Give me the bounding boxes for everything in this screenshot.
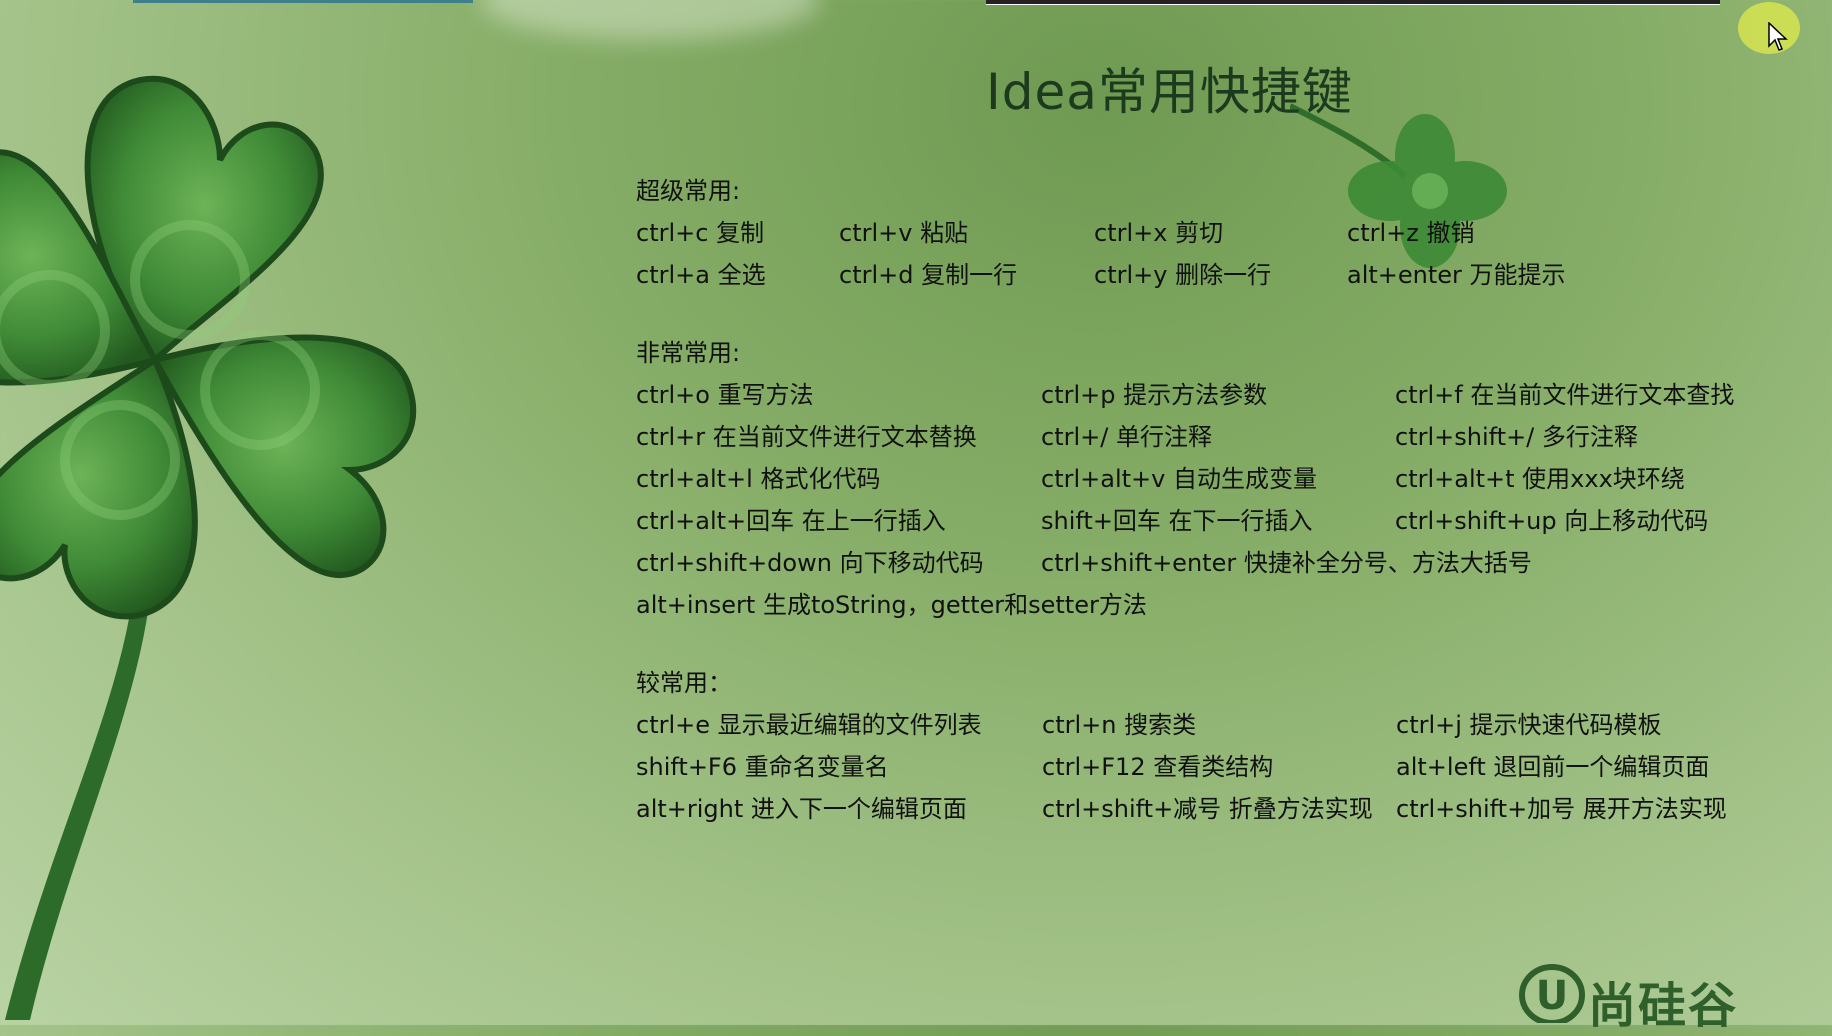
shortcut-item: ctrl+alt+l 格式化代码	[636, 465, 881, 493]
shortcut-item: ctrl+o 重写方法	[636, 381, 814, 409]
shortcut-item: alt+insert 生成toString，getter和setter方法	[636, 591, 1147, 619]
shortcut-item: ctrl+e 显示最近编辑的文件列表	[636, 711, 982, 739]
section-heading-very: 非常常用:	[636, 339, 741, 367]
shortcut-item: ctrl+/ 单行注释	[1041, 423, 1212, 451]
shortcut-item: alt+right 进入下一个编辑页面	[636, 795, 967, 823]
shortcut-item: ctrl+shift+/ 多行注释	[1395, 423, 1638, 451]
shortcut-item: alt+enter 万能提示	[1347, 261, 1566, 289]
shortcut-item: ctrl+c 复制	[636, 219, 765, 247]
small-clover-icon	[1290, 103, 1507, 268]
mouse-pointer-icon	[1768, 22, 1788, 51]
shortcut-item: ctrl+y 删除一行	[1094, 261, 1272, 289]
logo-mark-icon: U	[1519, 964, 1585, 1023]
page-title: Idea常用快捷键	[986, 63, 1353, 121]
shortcut-item: shift+回车 在下一行插入	[1041, 507, 1313, 535]
shortcut-item: ctrl+a 全选	[636, 261, 766, 289]
shortcut-item: ctrl+j 提示快速代码模板	[1396, 711, 1662, 739]
shortcut-item: ctrl+r 在当前文件进行文本替换	[636, 423, 977, 451]
section-heading-super: 超级常用:	[636, 177, 741, 205]
shortcut-item: ctrl+alt+回车 在上一行插入	[636, 507, 946, 535]
shortcut-item: ctrl+v 粘贴	[839, 219, 969, 247]
top-bar-left	[133, 0, 473, 3]
shortcut-item: ctrl+shift+enter 快捷补全分号、方法大括号	[1041, 549, 1532, 577]
shortcut-item: ctrl+alt+t 使用xxx块环绕	[1395, 465, 1685, 493]
logo-mark-letter: U	[1536, 973, 1568, 1019]
shortcut-item: ctrl+x 剪切	[1094, 219, 1224, 247]
clover-illustration-icon	[0, 75, 417, 1020]
logo-text: 尚硅谷	[1588, 978, 1739, 1034]
shortcut-item: shift+F6 重命名变量名	[636, 753, 889, 781]
section-heading-common: 较常用：	[636, 669, 732, 697]
shortcut-item: ctrl+z 撤销	[1347, 219, 1475, 247]
shortcut-item: ctrl+alt+v 自动生成变量	[1041, 465, 1317, 493]
shortcut-item: ctrl+shift+down 向下移动代码	[636, 549, 984, 577]
shortcut-item: alt+left 退回前一个编辑页面	[1396, 753, 1710, 781]
shortcut-item: ctrl+shift+减号 折叠方法实现	[1042, 795, 1373, 823]
top-bar-right	[986, 0, 1720, 5]
shortcut-item: ctrl+n 搜索类	[1042, 711, 1197, 739]
shortcut-item: ctrl+f 在当前文件进行文本查找	[1395, 381, 1735, 409]
shortcut-item: ctrl+d 复制一行	[839, 261, 1018, 289]
shortcut-item: ctrl+shift+up 向上移动代码	[1395, 507, 1709, 535]
shortcut-item: ctrl+shift+加号 展开方法实现	[1396, 795, 1727, 823]
shortcut-item: ctrl+F12 查看类结构	[1042, 753, 1274, 781]
shortcut-item: ctrl+p 提示方法参数	[1041, 381, 1268, 409]
background-cloud	[480, 0, 820, 40]
